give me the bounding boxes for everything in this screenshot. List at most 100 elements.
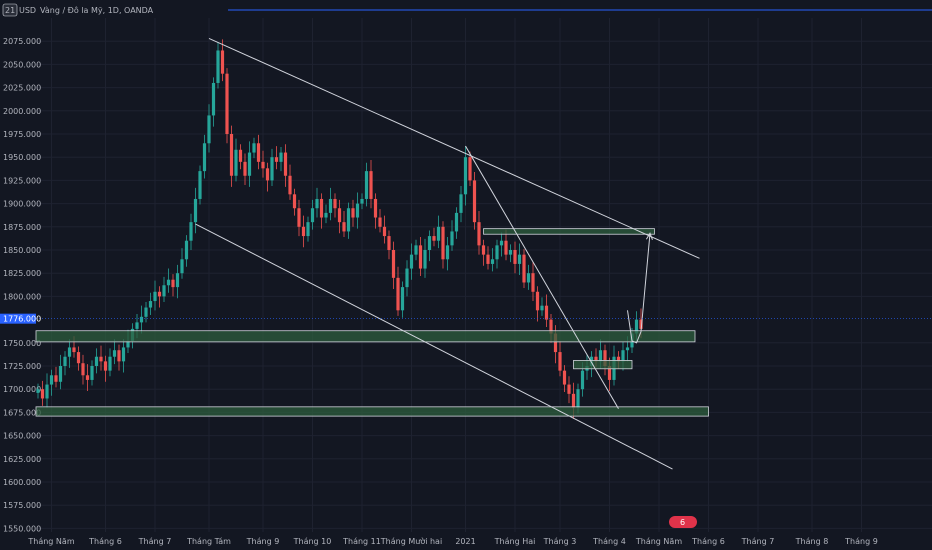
- candle-up: [108, 356, 112, 371]
- candle-up: [576, 389, 580, 408]
- candle-up: [621, 350, 625, 362]
- y-tick-label: 2075.000: [3, 37, 41, 46]
- candle-down: [391, 250, 396, 278]
- candle-down: [72, 347, 76, 353]
- y-axis: 2075.000 2050.000 2025.000 2000.000 1975.000…: [3, 37, 41, 533]
- candle-down: [382, 226, 387, 237]
- zone-box[interactable]: [573, 360, 633, 370]
- current-price-label: 1776.000: [0, 313, 932, 324]
- x-tick-label: Tháng Năm: [635, 537, 682, 546]
- candle-up: [423, 250, 427, 269]
- candle-down: [544, 305, 549, 320]
- watermark: 6: [669, 516, 697, 528]
- candle-down: [117, 350, 121, 362]
- candle-down: [342, 222, 346, 232]
- zones: [35, 228, 709, 417]
- x-tick-label: Tháng Mười hai: [380, 536, 442, 546]
- candle-up: [49, 375, 54, 385]
- candle-down: [292, 194, 297, 209]
- zone-box[interactable]: [483, 228, 655, 235]
- y-tick-label: 1800.000: [3, 292, 41, 301]
- candle-up: [234, 149, 238, 176]
- candle-up: [306, 222, 310, 237]
- candle-up: [153, 291, 157, 302]
- candle-up: [315, 198, 319, 209]
- x-tick-label: Tháng Hai: [494, 537, 536, 546]
- candle-up: [499, 240, 504, 246]
- candle-down: [297, 208, 301, 227]
- price-box: [0, 313, 36, 324]
- candle-up: [634, 319, 639, 334]
- zone-box[interactable]: [35, 406, 709, 417]
- candle-up: [90, 366, 94, 380]
- candle-down: [567, 384, 571, 394]
- trendline[interactable]: [208, 37, 700, 259]
- candle-up: [517, 254, 522, 264]
- candle-down: [603, 350, 607, 366]
- zone-box[interactable]: [35, 330, 696, 343]
- candle-down: [513, 250, 517, 264]
- x-tick-label: Tháng Tám: [186, 537, 231, 546]
- x-tick-label: Tháng 9: [246, 537, 280, 546]
- x-axis: Tháng Năm Tháng 6 Tháng 7 Tháng Tám Tháng 9 T…: [27, 536, 877, 546]
- candle-down: [243, 161, 247, 176]
- candle-down: [571, 393, 576, 408]
- candle-down: [486, 254, 490, 264]
- symbol-badge[interactable]: [2, 3, 18, 17]
- candle-up: [247, 152, 252, 176]
- candle-up: [355, 203, 360, 218]
- candle-down: [531, 273, 535, 292]
- y-tick-label: 1725.000: [3, 362, 41, 371]
- y-tick-label: 1600.000: [3, 478, 41, 487]
- candle-up: [211, 82, 216, 116]
- projection-path[interactable]: [627, 233, 651, 344]
- candle-up: [148, 301, 153, 308]
- candle-down: [553, 333, 558, 353]
- candle-up: [450, 231, 454, 246]
- candles: [36, 39, 643, 419]
- candle-up: [495, 245, 499, 260]
- candle-up: [94, 356, 99, 366]
- candle-down: [54, 375, 58, 382]
- candle-down: [81, 363, 85, 376]
- candle-up: [184, 240, 189, 260]
- candle-down: [373, 198, 378, 218]
- candle-up: [207, 115, 211, 144]
- candle-up: [364, 171, 369, 199]
- candle-down: [504, 240, 508, 255]
- candle-down: [378, 217, 382, 227]
- candle-down: [256, 143, 261, 162]
- y-tick-label: 1575.000: [3, 501, 41, 510]
- y-tick-label: 1625.000: [3, 455, 41, 464]
- x-tick-label: Tháng 10: [293, 537, 332, 546]
- x-tick-label: Tháng 6: [691, 537, 725, 546]
- candle-down: [261, 161, 265, 169]
- x-tick-label: Tháng Năm: [27, 537, 74, 546]
- trendline[interactable]: [465, 145, 619, 409]
- candle-up: [459, 194, 463, 213]
- candle-up: [360, 198, 364, 204]
- candle-down: [522, 254, 526, 283]
- trendline[interactable]: [195, 223, 673, 470]
- candle-down: [441, 226, 445, 260]
- chart-title: Vàng / Đô la Mỹ, 1D, OANDA: [40, 5, 154, 15]
- candle-up: [540, 305, 544, 311]
- x-tick-label: Tháng 9: [844, 537, 878, 546]
- chart-header: 21 USD Vàng / Đô la Mỹ, 1D, OANDA: [2, 3, 154, 17]
- candle-down: [103, 361, 108, 371]
- candle-up: [139, 316, 144, 323]
- candle-up: [436, 226, 441, 241]
- candle-up: [202, 143, 207, 172]
- candle-up: [463, 157, 468, 195]
- candle-up: [252, 143, 256, 153]
- candle-down: [283, 152, 288, 176]
- y-tick-label: 1900.000: [3, 200, 41, 209]
- candle-up: [409, 254, 414, 269]
- candle-down: [535, 291, 540, 311]
- candle-up: [144, 307, 148, 317]
- y-tick-label: 1850.000: [3, 246, 41, 255]
- candle-down: [337, 208, 342, 223]
- candle-up: [346, 208, 351, 232]
- candle-down: [157, 291, 162, 297]
